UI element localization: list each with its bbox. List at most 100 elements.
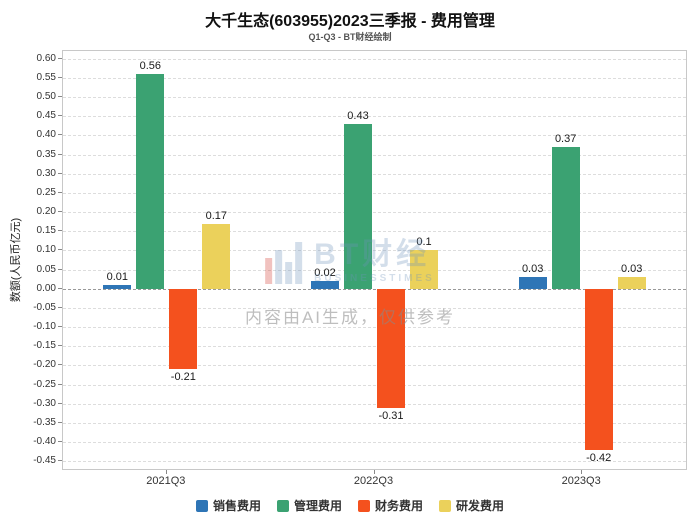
y-tick-mark — [58, 230, 62, 232]
y-tick-label: -0.45 — [33, 455, 56, 467]
y-tick-mark — [58, 115, 62, 117]
y-tick-mark — [58, 268, 62, 270]
bar-研发费用-2021Q3 — [202, 223, 231, 289]
y-tick-mark — [58, 402, 62, 404]
gridline — [63, 327, 686, 329]
legend-swatch — [358, 499, 370, 512]
y-tick-label: -0.20 — [33, 359, 56, 371]
y-tick-label: 0.60 — [36, 52, 56, 64]
y-tick-mark — [58, 326, 62, 328]
y-tick-label: 0.50 — [36, 91, 56, 103]
y-tick-label: 0.55 — [36, 71, 56, 83]
bar-value-label: 0.43 — [347, 109, 369, 122]
gridline — [63, 97, 686, 99]
y-tick-label: -0.10 — [33, 321, 56, 333]
y-tick-mark — [58, 460, 62, 462]
bar-value-label: 0.56 — [139, 60, 162, 72]
bar-value-label: 0.03 — [620, 263, 643, 276]
legend-label: 研发费用 — [456, 499, 505, 513]
legend: 销售费用 管理费用 财务费用 研发费用 — [0, 497, 700, 514]
y-tick-mark — [58, 383, 62, 385]
y-tick-label: 0.45 — [36, 110, 56, 122]
y-tick-mark — [58, 249, 62, 251]
gridline — [63, 422, 686, 424]
y-tick-mark — [58, 172, 62, 174]
gridline — [63, 346, 686, 348]
bar-研发费用-2023Q3 — [617, 277, 646, 289]
legend-label: 销售费用 — [212, 499, 261, 513]
y-tick-mark — [58, 153, 62, 155]
bar-value-label: 0.17 — [205, 209, 228, 222]
bar-财务费用-2023Q3 — [584, 288, 613, 450]
bar-value-label: -0.31 — [378, 409, 404, 422]
x-category-label: 2022Q3 — [353, 475, 394, 487]
bar-value-label: 0.02 — [314, 267, 336, 280]
plot-area: 0.01 0.56 -0.21 0.17 0.02 0.43 -0.31 0.1 0.03 0.3… — [62, 50, 687, 470]
y-tick-mark — [58, 306, 62, 308]
legend-label: 财务费用 — [375, 499, 424, 513]
y-tick-mark — [58, 76, 62, 78]
legend-item-管理费用: 管理费用 — [276, 497, 342, 514]
chart-subtitle: Q1-Q3 - BT财经绘制 — [308, 32, 392, 42]
y-tick-label: -0.40 — [33, 436, 56, 448]
y-tick-label: 0.20 — [36, 206, 56, 218]
bar-财务费用-2021Q3 — [169, 288, 198, 370]
gridline — [63, 269, 686, 271]
y-tick-label: -0.05 — [33, 301, 56, 313]
bar-管理费用-2021Q3 — [136, 74, 165, 289]
gridline — [63, 365, 686, 367]
bar-value-label: 0.01 — [106, 270, 129, 283]
y-tick-label: -0.25 — [33, 378, 56, 390]
y-tick-mark — [58, 211, 62, 213]
legend-item-财务费用: 财务费用 — [358, 497, 423, 514]
gridline — [63, 384, 686, 386]
bar-销售费用-2022Q3 — [311, 281, 339, 289]
gridline — [63, 307, 686, 309]
gridline — [63, 192, 686, 194]
gridline — [63, 231, 686, 233]
legend-label: 管理费用 — [293, 499, 342, 513]
x-category-label: 2021Q3 — [146, 475, 186, 487]
bar-管理费用-2022Q3 — [344, 123, 372, 289]
y-tick-mark — [58, 287, 62, 289]
chart-title: 大千生态(603955)2023三季报 - 费用管理 — [205, 13, 495, 30]
gridline — [63, 442, 686, 444]
gridline — [63, 250, 686, 252]
gridline — [63, 173, 686, 175]
y-tick-label: 0.15 — [36, 225, 56, 237]
bar-value-label: 0.1 — [416, 236, 432, 249]
y-tick-label: 0.00 — [36, 282, 56, 294]
x-tick-mark — [165, 470, 167, 474]
gridline — [63, 77, 686, 79]
legend-swatch — [195, 499, 208, 512]
y-tick-label: 0.10 — [36, 244, 56, 256]
x-tick-mark — [581, 470, 583, 474]
y-tick-label: -0.30 — [33, 397, 56, 409]
gridline — [63, 154, 686, 156]
legend-item-研发费用: 研发费用 — [439, 497, 504, 514]
gridline — [63, 403, 686, 405]
gridline — [63, 212, 686, 214]
y-tick-label: -0.15 — [33, 340, 56, 352]
legend-item-销售费用: 销售费用 — [195, 497, 261, 514]
y-tick-label: 0.30 — [36, 167, 56, 179]
bar-value-label: 0.37 — [554, 132, 577, 145]
y-tick-mark — [58, 191, 62, 193]
bar-value-label: -0.21 — [170, 371, 196, 384]
gridline — [63, 135, 686, 137]
legend-swatch — [439, 499, 452, 512]
zero-gridline — [63, 288, 686, 290]
legend-swatch — [276, 499, 289, 512]
bar-销售费用-2023Q3 — [518, 277, 547, 289]
y-tick-label: 0.05 — [36, 263, 56, 275]
y-tick-label: 0.35 — [36, 148, 56, 160]
bar-财务费用-2022Q3 — [377, 288, 405, 408]
bar-研发费用-2022Q3 — [410, 250, 438, 289]
bar-value-label: 0.03 — [521, 263, 544, 276]
x-category-label: 2023Q3 — [561, 475, 601, 487]
y-tick-mark — [58, 421, 62, 423]
bar-value-label: -0.42 — [586, 451, 612, 464]
x-tick-mark — [373, 470, 375, 474]
gridline — [63, 461, 686, 463]
